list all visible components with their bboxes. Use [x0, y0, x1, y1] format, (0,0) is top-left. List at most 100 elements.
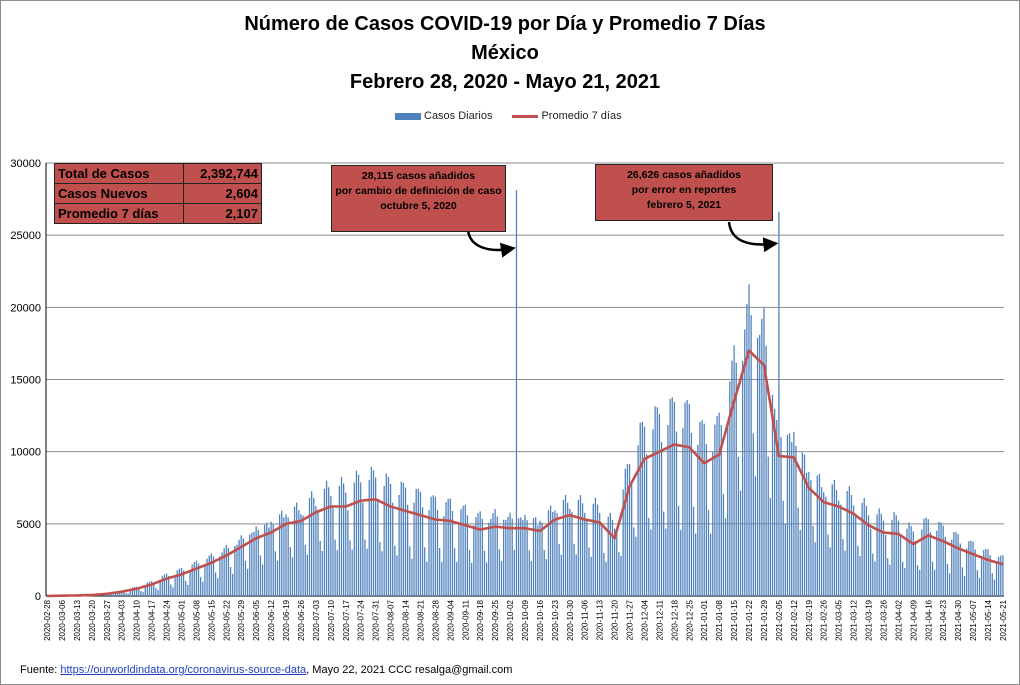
daily-bar [490, 519, 492, 596]
daily-bar [891, 519, 893, 596]
daily-bar [505, 519, 507, 596]
daily-bar [210, 553, 212, 596]
daily-bar [613, 528, 616, 596]
daily-bar [771, 394, 774, 596]
daily-bar [923, 518, 925, 596]
daily-bar [927, 519, 929, 596]
stats-total-value: 2,392,744 [183, 163, 262, 184]
daily-bar [989, 555, 991, 596]
daily-bar [253, 531, 255, 596]
daily-bar [191, 564, 193, 596]
average-line [47, 349, 1004, 598]
daily-bar [577, 499, 579, 596]
x-tick-label: 2020-07-31 [372, 599, 381, 640]
daily-bar [407, 504, 409, 596]
daily-bar [692, 506, 695, 596]
daily-bar [780, 437, 782, 596]
daily-bar [351, 549, 353, 596]
daily-bar [584, 512, 586, 596]
daily-bar [878, 508, 880, 596]
daily-bar [255, 526, 257, 596]
daily-bar [131, 587, 134, 596]
daily-bar [170, 584, 172, 596]
daily-bar [562, 499, 565, 596]
daily-bar [138, 587, 140, 596]
daily-bar [912, 531, 914, 596]
daily-bar [283, 517, 285, 596]
footer-link[interactable]: https://ourworldindata.org/coronavirus-s… [60, 664, 307, 676]
daily-bar [833, 479, 836, 596]
daily-bar [1000, 555, 1002, 596]
daily-bar [684, 402, 686, 596]
daily-bar [645, 454, 648, 596]
y-tick-label: 5000 [17, 519, 41, 531]
x-tick-label: 2020-08-14 [402, 599, 411, 640]
daily-bar [884, 534, 887, 596]
daily-bar [511, 518, 513, 596]
x-tick-label: 2021-01-29 [760, 599, 769, 640]
daily-bar [970, 540, 972, 596]
daily-bar [148, 581, 151, 596]
daily-bar [174, 574, 176, 596]
y-axis-labels: 0 5000 10000 15000 20000 25000 30000 [10, 158, 41, 603]
y-tick-label: 25000 [10, 230, 41, 242]
daily-bar [274, 551, 277, 596]
daily-bar [236, 544, 238, 596]
daily-bar [558, 544, 560, 596]
x-tick-label: 2020-07-03 [312, 599, 321, 640]
daily-bar [618, 552, 620, 596]
daily-bar [782, 500, 784, 596]
x-tick-label: 2020-11-06 [581, 599, 590, 640]
daily-bar [537, 525, 539, 596]
daily-bar [741, 360, 744, 596]
daily-bar [955, 532, 957, 596]
daily-bar [626, 464, 629, 596]
daily-bar [944, 536, 946, 596]
daily-bar [846, 491, 848, 596]
x-tick-label: 2020-03-06 [58, 599, 67, 640]
daily-bar [818, 473, 821, 596]
daily-bar [185, 581, 187, 596]
x-tick-label: 2021-01-01 [700, 599, 709, 640]
daily-bar [658, 414, 661, 596]
daily-bar [494, 509, 496, 596]
x-tick-label: 2021-03-12 [850, 599, 859, 640]
x-axis-labels: 2020-02-28 2020-03-06 2020-03-13 2020-03-20… [43, 599, 1008, 640]
daily-bar [168, 575, 170, 596]
daily-bar [524, 514, 526, 596]
daily-bar [232, 573, 234, 596]
daily-bar [225, 545, 227, 596]
legend-line-label: Promedio 7 días [541, 110, 622, 122]
daily-bar [481, 518, 483, 596]
daily-bar [413, 502, 415, 596]
daily-bar [488, 522, 490, 596]
daily-bar [840, 504, 842, 596]
daily-bar [394, 545, 396, 596]
daily-bar [520, 517, 522, 596]
daily-bar [980, 556, 983, 596]
daily-bar [844, 550, 846, 596]
daily-bar [264, 524, 266, 596]
daily-bar [123, 591, 125, 596]
daily-bar [498, 549, 501, 596]
daily-bar [330, 496, 332, 596]
daily-bar [778, 211, 780, 596]
daily-bar [535, 517, 537, 596]
title-line-1: Número de Casos COVID-19 por Día y Prome… [244, 13, 766, 35]
y-tick-label: 30000 [10, 158, 41, 170]
daily-bar [893, 512, 895, 596]
daily-bar [227, 547, 230, 596]
daily-bar [812, 525, 814, 596]
x-tick-label: 2021-05-21 [999, 599, 1008, 640]
daily-bar [609, 512, 611, 596]
daily-bar [541, 522, 543, 596]
daily-bar [234, 545, 236, 596]
daily-bar [829, 547, 831, 596]
bars-group [46, 190, 1004, 596]
daily-bar [150, 581, 153, 596]
daily-bar [803, 454, 806, 596]
daily-bar [788, 433, 791, 596]
legend-line-swatch [512, 114, 539, 118]
daily-bar [703, 423, 705, 596]
